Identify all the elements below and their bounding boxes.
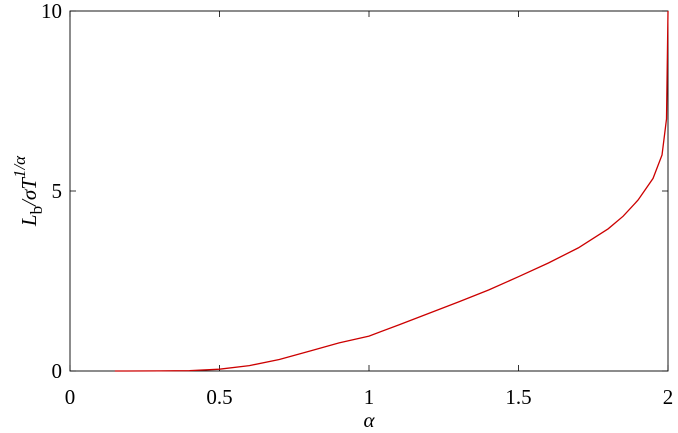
- y-tick-label: 10: [41, 0, 62, 23]
- y-tick-label: 0: [52, 359, 63, 383]
- plot-frame: [69, 10, 669, 372]
- x-tick-label: 1: [364, 385, 375, 409]
- x-tick-label: 2: [663, 385, 674, 409]
- line-series: [114, 10, 669, 372]
- x-axis-label: α: [363, 408, 375, 432]
- x-tick-label: 0: [65, 385, 76, 409]
- y-axis-label: Lb/σT1/α: [10, 155, 46, 227]
- y-label-part: L: [17, 214, 41, 227]
- y-label-part: /σT: [17, 177, 41, 207]
- x-tick-label: 1.5: [505, 385, 531, 409]
- y-label-part: 1/α: [10, 155, 29, 178]
- x-tick-label: 0.5: [206, 385, 232, 409]
- y-tick-label: 5: [52, 179, 63, 203]
- y-label-part: b: [27, 206, 46, 215]
